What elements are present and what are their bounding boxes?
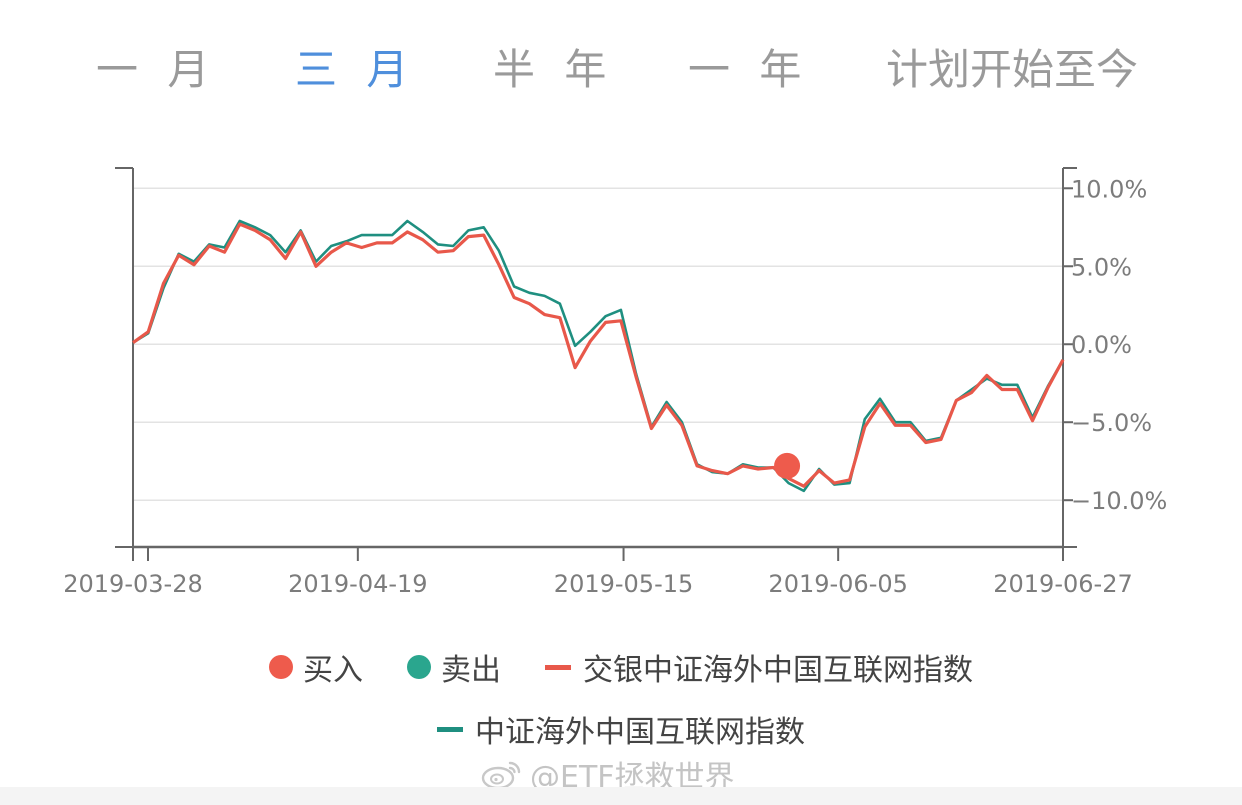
tab-half-year[interactable]: 半 年	[493, 45, 615, 94]
sell-marker-icon	[407, 655, 431, 679]
legend-buy-label: 买入	[303, 653, 363, 688]
legend-index-label: 中证海外中国互联网指数	[475, 715, 805, 750]
legend-row-1: 买入 卖出 交银中证海外中国互联网指数	[0, 645, 1242, 689]
x-tick-label: 2019-06-27	[993, 570, 1132, 598]
x-tick-label: 2019-04-19	[288, 570, 427, 598]
x-tick-label: 2019-03-28	[63, 570, 202, 598]
tab-since-plan-start[interactable]: 计划开始至今	[886, 45, 1139, 94]
legend-fund[interactable]: 交银中证海外中国互联网指数	[545, 645, 973, 689]
y-tick-label: 0.0%	[1071, 331, 1132, 359]
y-tick-label: 5.0%	[1071, 253, 1132, 281]
series-lines	[132, 219, 1065, 493]
legend-fund-label: 交银中证海外中国互联网指数	[583, 653, 973, 688]
index-line	[132, 219, 1065, 493]
buy-point	[774, 452, 801, 479]
x-tick-label: 2019-05-15	[554, 570, 693, 598]
legend-buy[interactable]: 买入	[269, 645, 363, 689]
tab-one-month[interactable]: 一 月	[96, 45, 218, 94]
legend-index[interactable]: 中证海外中国互联网指数	[437, 707, 805, 751]
bottom-band	[0, 787, 1242, 805]
tab-one-year[interactable]: 一 年	[688, 45, 810, 94]
legend-sell[interactable]: 卖出	[407, 645, 501, 689]
buy-marker-icon	[269, 655, 293, 679]
x-tick-label: 2019-06-05	[768, 570, 907, 598]
y-tick-label: −5.0%	[1071, 409, 1152, 437]
line-chart: 10.0% 5.0% 0.0% −5.0% −10.0% 2019-03-28 2019-0…	[63, 167, 1167, 598]
tick-labels: 10.0% 5.0% 0.0% −5.0% −10.0% 2019-03-28 2019-0…	[63, 175, 1167, 598]
trade-markers	[774, 452, 801, 479]
legend-sell-label: 卖出	[441, 653, 501, 688]
legend-row-2: 中证海外中国互联网指数	[0, 707, 1242, 751]
weibo-icon	[481, 761, 521, 790]
period-tabs: 一 月 三 月 半 年 一 年 计划开始至今	[0, 36, 1242, 96]
grid-lines	[133, 187, 1063, 501]
tab-three-months[interactable]: 三 月	[295, 45, 417, 94]
y-tick-label: −10.0%	[1071, 487, 1167, 515]
axes	[115, 167, 1077, 561]
index-line-icon	[437, 726, 463, 732]
y-tick-label: 10.0%	[1071, 175, 1147, 203]
fund-line	[132, 222, 1065, 488]
fund-line-icon	[545, 664, 571, 670]
